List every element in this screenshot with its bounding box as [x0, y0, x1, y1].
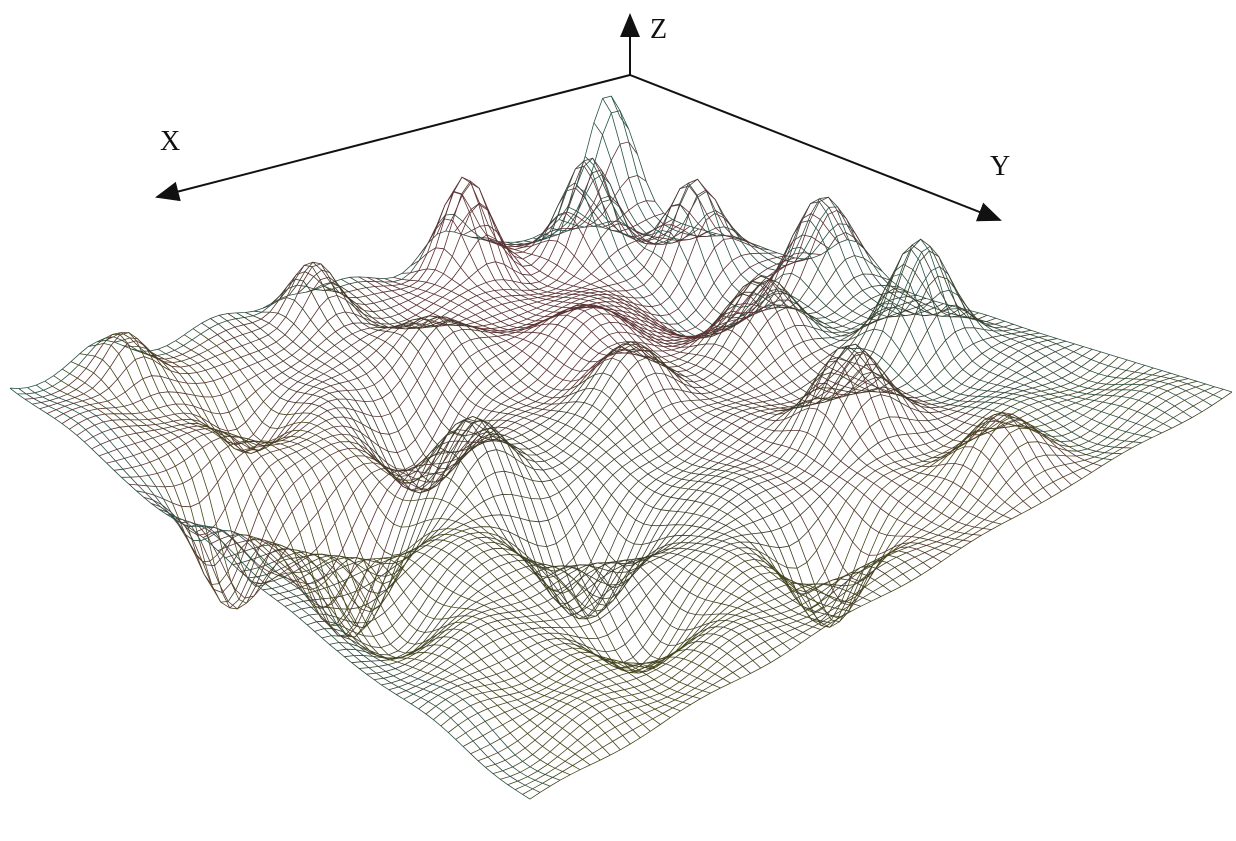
mesh-line [98, 204, 725, 457]
mesh-line [524, 160, 1122, 455]
mesh-line [253, 310, 811, 637]
mesh-line [366, 332, 1040, 675]
mesh-line [288, 261, 851, 612]
mesh-line [514, 386, 1215, 790]
mesh-line [262, 297, 821, 630]
mesh-line [306, 282, 872, 602]
mesh-line [114, 337, 651, 732]
mesh-line [9, 387, 531, 800]
mesh-line [321, 238, 988, 656]
mesh-line [128, 212, 761, 488]
mesh-line [329, 250, 997, 659]
mesh-line [492, 378, 1189, 774]
mesh-line [485, 375, 1180, 768]
mesh-line [271, 278, 831, 624]
mesh-line [210, 318, 761, 669]
mesh-line [489, 239, 1082, 480]
mesh-line [359, 329, 1031, 669]
mesh-line [218, 314, 771, 663]
mesh-line [388, 340, 1067, 691]
mesh-line [70, 361, 601, 761]
mesh-line [314, 244, 979, 649]
mesh-line [35, 384, 561, 781]
mesh-line [344, 304, 1014, 659]
mesh-line [227, 313, 781, 657]
mesh-line [18, 388, 541, 793]
mesh-line [158, 257, 796, 594]
mesh-line [610, 95, 1223, 400]
mesh-line [375, 277, 952, 556]
mesh-line [396, 343, 1075, 695]
mesh-line [96, 333, 631, 745]
mesh-line [373, 335, 1049, 680]
x-axis [155, 74, 631, 202]
mesh-line [507, 383, 1206, 786]
mesh-line [201, 322, 751, 674]
y-axis [629, 74, 1002, 222]
mesh-line [455, 364, 1145, 740]
mesh-line [192, 328, 741, 679]
z-axis-label: Z [650, 14, 667, 45]
wireframe-surface [9, 95, 1233, 800]
mesh-line [306, 263, 970, 637]
mesh-line [24, 141, 638, 400]
mesh-line [27, 387, 551, 787]
mesh-line [593, 122, 1203, 413]
mesh-line [88, 342, 621, 751]
mesh-line [351, 327, 1023, 664]
mesh-line [440, 359, 1128, 727]
mesh-line [195, 213, 839, 585]
mesh-line [175, 340, 721, 689]
mesh-line [69, 169, 691, 430]
mesh-line [247, 278, 900, 594]
mesh-line [105, 332, 641, 739]
mesh-line [529, 391, 1233, 800]
mesh-line [62, 368, 591, 766]
mesh-line [53, 375, 581, 771]
mesh-line [84, 223, 708, 446]
mesh-line [39, 180, 656, 410]
mesh-line [462, 367, 1154, 747]
mesh-line [358, 276, 932, 606]
mesh-line [427, 190, 1012, 520]
mesh-line [299, 287, 962, 624]
mesh-line [403, 346, 1084, 700]
mesh-line [470, 370, 1163, 755]
mesh-line [277, 300, 935, 602]
mesh-line [332, 281, 902, 623]
mesh-line [131, 348, 671, 718]
mesh-line [522, 388, 1224, 795]
mesh-line [448, 362, 1137, 733]
mesh-line [500, 380, 1198, 780]
y-axis-label: Y [990, 151, 1010, 182]
mesh-line [314, 289, 882, 597]
mesh-line [454, 202, 1042, 504]
mesh-line [279, 264, 841, 618]
mesh-line [336, 275, 1005, 660]
mesh-line [44, 380, 571, 776]
mesh-line [269, 298, 927, 596]
mesh-line [393, 277, 972, 542]
mesh-line [418, 351, 1102, 710]
mesh-line [410, 348, 1093, 705]
mesh-line [157, 348, 701, 699]
mesh-line [292, 305, 953, 613]
mesh-line [433, 357, 1119, 721]
x-axis-label: X [160, 126, 180, 157]
mesh-line [425, 354, 1110, 715]
mesh-line [284, 303, 944, 607]
mesh-line [79, 353, 611, 756]
mesh-line [381, 338, 1058, 686]
mesh-line [245, 312, 802, 644]
mesh-line [236, 312, 791, 651]
mesh-line [232, 255, 883, 629]
